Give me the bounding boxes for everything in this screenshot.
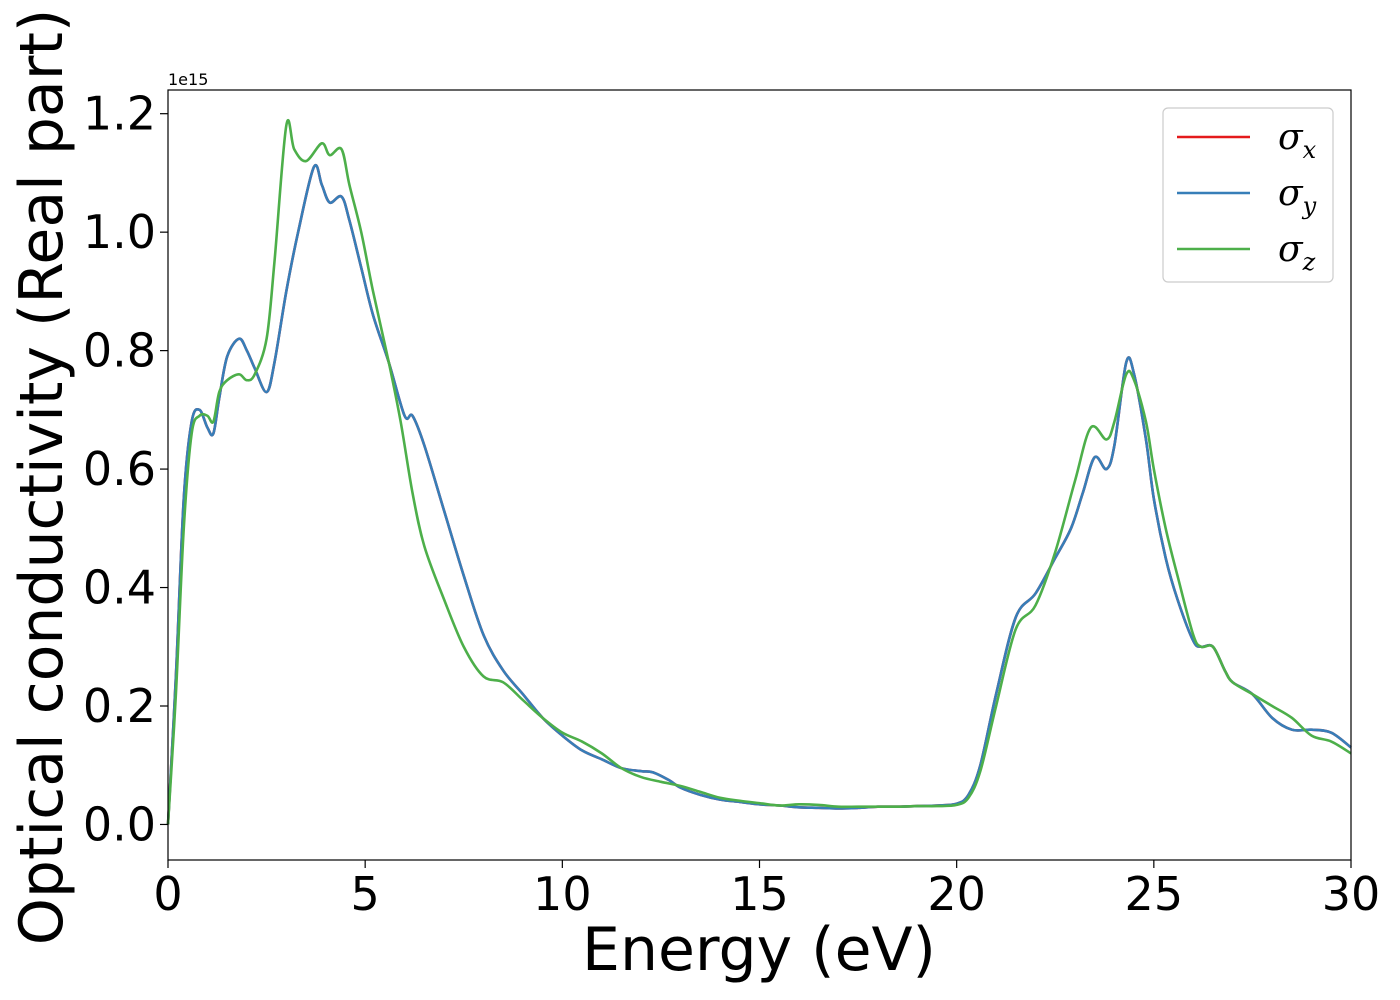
x-tick-label: 10 <box>533 867 592 921</box>
legend-label-x: σx <box>1278 117 1317 164</box>
y-tick-label: 0.0 <box>83 797 156 851</box>
x-axis-ticks: 0 5 10 15 20 25 30 <box>153 860 1380 921</box>
legend-label-y: σy <box>1278 173 1317 220</box>
y-axis-label: Optical conductivity (Real part) <box>7 9 77 946</box>
y-tick-label: 1.2 <box>83 87 156 141</box>
series-line-y <box>166 163 1352 825</box>
series-lines <box>166 119 1352 825</box>
y-tick-label: 1.0 <box>83 205 156 259</box>
x-tick-label: 15 <box>730 867 789 921</box>
x-tick-label: 0 <box>153 867 182 921</box>
x-tick-label: 5 <box>351 867 380 921</box>
x-tick-label: 25 <box>1125 867 1184 921</box>
y-tick-label: 0.2 <box>83 679 156 733</box>
series-line-z <box>166 119 1352 825</box>
y-axis-offset-text: 1e15 <box>168 70 208 89</box>
y-tick-label: 0.4 <box>83 561 156 615</box>
y-tick-label: 0.8 <box>83 324 156 378</box>
x-tick-label: 20 <box>927 867 986 921</box>
y-axis-ticks: 0.0 0.2 0.4 0.6 0.8 1.0 1.2 <box>83 87 168 851</box>
x-tick-label: 30 <box>1322 867 1381 921</box>
x-axis-label: Energy (eV) <box>582 915 936 985</box>
legend: σx σy σz <box>1162 107 1334 283</box>
legend-label-z: σz <box>1278 229 1316 276</box>
y-tick-label: 0.6 <box>83 442 156 496</box>
legend-box <box>1162 107 1334 283</box>
